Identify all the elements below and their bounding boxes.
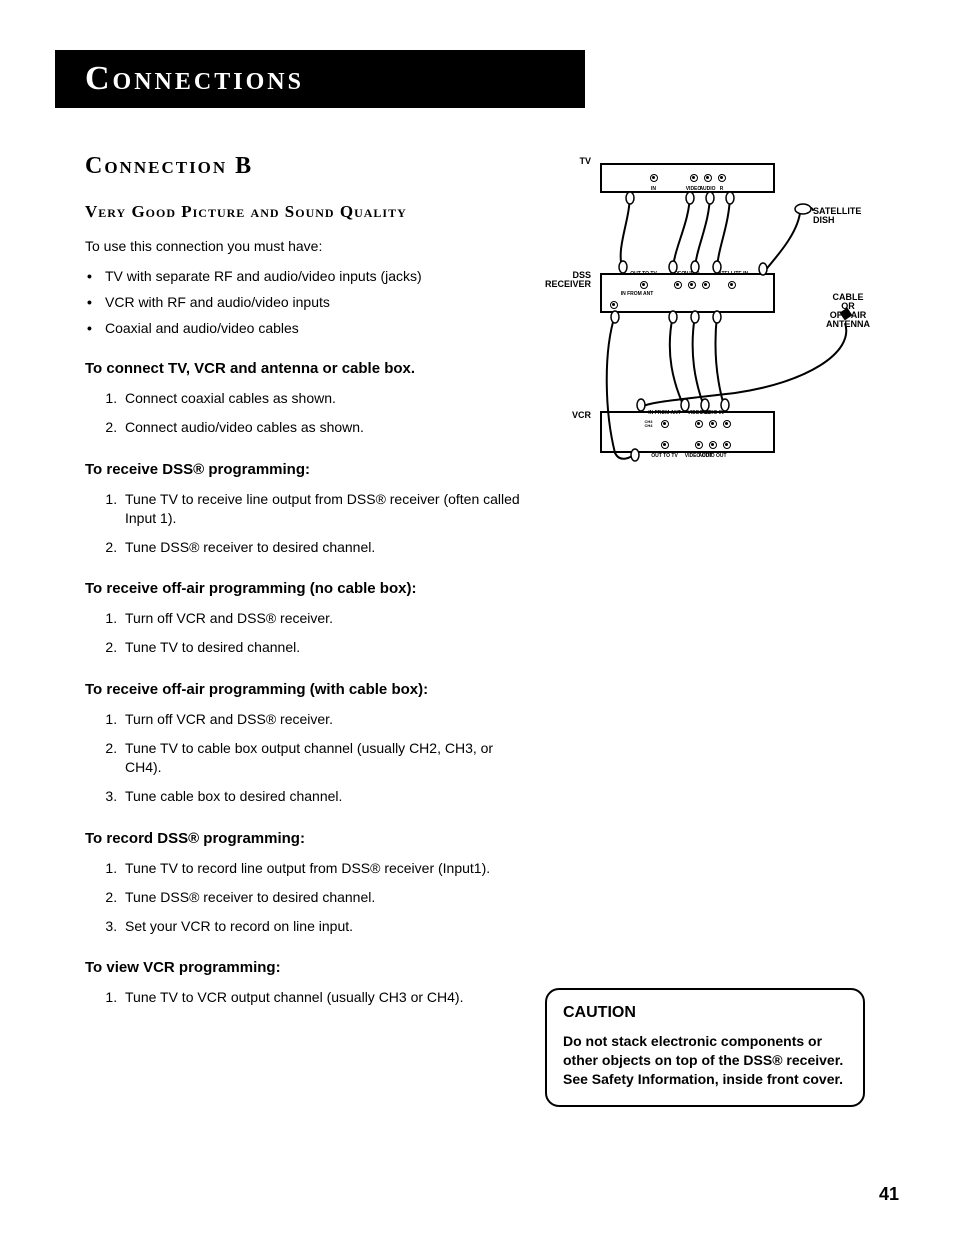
vcr-label: VCR [541,411,591,420]
steps-list: Tune TV to record line output from DSS® … [85,859,525,936]
right-column: TV IN VIDEO AUDIO R DSS RECEIVER OUT TO … [545,153,895,1031]
step-item: Turn off VCR and DSS® receiver. [121,710,525,729]
subsection: To receive off-air programming (with cab… [85,681,525,806]
port-icon: IN FROM ANT [610,301,618,309]
port-icon [723,441,731,449]
port-icon: AUDIO IN [709,420,717,428]
step-item: Tune TV to desired channel. [121,638,525,657]
subsection: To receive DSS® programming: Tune TV to … [85,461,525,557]
step-item: Tune cable box to desired channel. [121,787,525,806]
page-title-bar: Connections [55,50,585,108]
step-item: Turn off VCR and DSS® receiver. [121,609,525,628]
subsection: To receive off-air programming (no cable… [85,580,525,657]
intro-text: To use this connection you must have: [85,238,525,254]
subsection-heading: To receive off-air programming (with cab… [85,681,525,698]
section-heading: Connection B [85,153,525,180]
tv-label: TV [541,157,591,166]
port-icon: OUT TO TV [640,281,648,289]
step-item: Tune TV to VCR output channel (usually C… [121,988,525,1007]
subsection: To connect TV, VCR and antenna or cable … [85,360,525,437]
main-columns: Connection B Very Good Picture and Sound… [55,153,899,1031]
steps-list: Tune TV to receive line output from DSS®… [85,490,525,557]
port-icon: AUDIO [704,174,712,182]
cable-label: CABLE OR OFF-AIR ANTENNA [813,293,883,329]
subsection: To view VCR programming: Tune TV to VCR … [85,959,525,1007]
subsection: To record DSS® programming: Tune TV to r… [85,830,525,936]
left-column: Connection B Very Good Picture and Sound… [55,153,525,1031]
port-icon: AUDIO [688,281,696,289]
port-icon: IN [650,174,658,182]
steps-list: Turn off VCR and DSS® receiver. Tune TV … [85,609,525,657]
subsection-heading: To receive off-air programming (no cable… [85,580,525,597]
port-icon: AUDIO OUT [709,441,717,449]
step-item: Tune DSS® receiver to desired channel. [121,888,525,907]
port-icon: IN FROM ANT [661,420,669,428]
port-icon [702,281,710,289]
connection-diagram: TV IN VIDEO AUDIO R DSS RECEIVER OUT TO … [545,153,885,473]
caution-heading: CAUTION [563,1004,847,1022]
port-icon: SATELLITE IN [728,281,736,289]
port-icon: OUT TO TV [661,441,669,449]
page-number: 41 [879,1184,899,1205]
dss-label: DSS RECEIVER [531,271,591,289]
subtitle: Very Good Picture and Sound Quality [85,202,525,222]
subsection-heading: To connect TV, VCR and antenna or cable … [85,360,525,377]
satellite-label: SATELLITE DISH [813,207,861,225]
steps-list: Connect coaxial cables as shown. Connect… [85,389,525,437]
step-item: Tune TV to cable box output channel (usu… [121,739,525,777]
step-item: Connect audio/video cables as shown. [121,418,525,437]
caution-body: Do not stack electronic components or ot… [563,1032,847,1089]
ch-switch: CH3 CH4 [645,420,655,428]
subsection-heading: To receive DSS® programming: [85,461,525,478]
step-item: Set your VCR to record on line input. [121,917,525,936]
vcr-box: CH3 CH4 IN FROM ANT VIDEO IN AUDIO IN OU… [600,411,775,453]
page-title: Connections [85,60,545,98]
requirements-list: TV with separate RF and audio/video inpu… [85,268,525,336]
subsection-heading: To record DSS® programming: [85,830,525,847]
list-item: VCR with RF and audio/video inputs [105,294,525,310]
list-item: TV with separate RF and audio/video inpu… [105,268,525,284]
tv-box: IN VIDEO AUDIO R [600,163,775,193]
port-icon [723,420,731,428]
port-icon: VIDEO [690,174,698,182]
port-icon: VIDEO IN [695,420,703,428]
steps-list: Tune TV to VCR output channel (usually C… [85,988,525,1007]
step-item: Tune DSS® receiver to desired channel. [121,538,525,557]
list-item: Coaxial and audio/video cables [105,320,525,336]
dss-box: OUT TO TV VIDEO AUDIO SATELLITE IN IN FR… [600,273,775,313]
caution-box: CAUTION Do not stack electronic componen… [545,988,865,1107]
port-icon: R [718,174,726,182]
step-item: Tune TV to receive line output from DSS®… [121,490,525,528]
step-item: Connect coaxial cables as shown. [121,389,525,408]
subsection-heading: To view VCR programming: [85,959,525,976]
port-icon: VIDEO OUT [695,441,703,449]
steps-list: Turn off VCR and DSS® receiver. Tune TV … [85,710,525,806]
step-item: Tune TV to record line output from DSS® … [121,859,525,878]
port-icon: VIDEO [674,281,682,289]
